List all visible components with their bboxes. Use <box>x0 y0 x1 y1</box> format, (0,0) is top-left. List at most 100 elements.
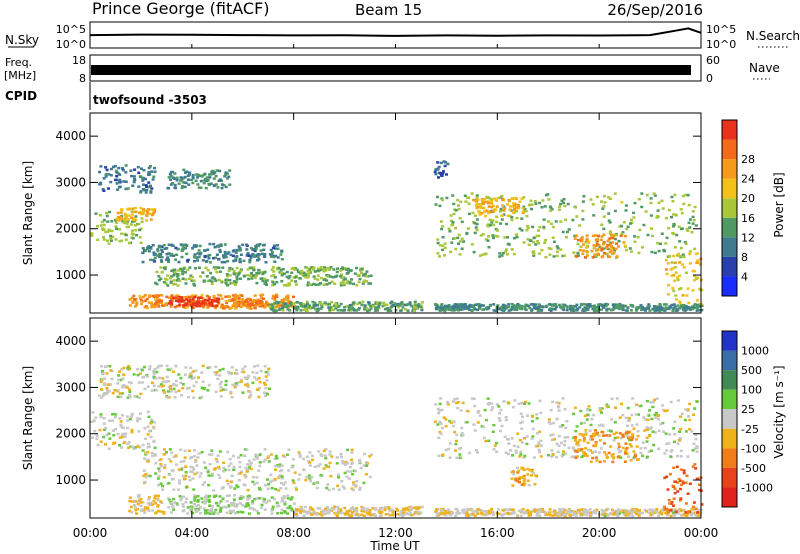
heatmap-cell-3 <box>213 183 217 187</box>
heatmap-cell-7 <box>207 297 211 300</box>
y-tick-label: 3000 <box>55 380 86 394</box>
heatmap-cell-0 <box>99 413 103 416</box>
heatmap-cell-0 <box>99 440 103 443</box>
heatmap-cell-3 <box>191 173 195 177</box>
heatmap-cell-4 <box>283 500 287 504</box>
heatmap-cell-11 <box>608 197 612 200</box>
heatmap-cell-7 <box>513 399 517 402</box>
heatmap-cell-6 <box>157 305 161 308</box>
heatmap-cell-10 <box>588 304 592 308</box>
heatmap-cell-0 <box>104 443 107 446</box>
heatmap-cell-8 <box>252 303 255 307</box>
heatmap-cell-10 <box>527 304 531 308</box>
heatmap-cell-3 <box>135 512 139 515</box>
heatmap-cell-8 <box>621 435 625 438</box>
heatmap-cell-2 <box>161 488 165 491</box>
heatmap-cell-2 <box>277 465 281 468</box>
heatmap-cell-2 <box>102 189 106 192</box>
heatmap-cell-11 <box>436 238 440 241</box>
heatmap-cell-1 <box>128 390 132 393</box>
heatmap-cell-7 <box>630 413 634 417</box>
heatmap-cell-10 <box>562 308 566 312</box>
heatmap-cell-3 <box>179 179 183 182</box>
heatmap-cell-4 <box>206 511 210 515</box>
heatmap-cell-4 <box>229 502 233 505</box>
heatmap-cell-9 <box>517 477 521 481</box>
heatmap-cell-7 <box>185 298 189 301</box>
heatmap-cell-6 <box>135 301 139 304</box>
heatmap-cell-11 <box>653 194 657 197</box>
heatmap-cell-6 <box>273 298 277 301</box>
freq-tick-top: 18 <box>72 54 86 67</box>
heatmap-cell-4 <box>186 259 190 262</box>
heatmap-cell-10 <box>694 467 698 470</box>
heatmap-cell-4 <box>234 505 238 508</box>
heatmap-cell-9 <box>522 468 526 472</box>
heatmap-cell-6 <box>632 509 636 512</box>
heatmap-cell-1 <box>126 396 130 399</box>
heatmap-cell-5 <box>350 278 353 281</box>
heatmap-cell-11 <box>688 226 692 229</box>
heatmap-cell-0 <box>132 216 136 220</box>
heatmap-cell-2 <box>207 483 211 487</box>
heatmap-cell-4 <box>256 244 260 247</box>
heatmap-cell-4 <box>244 505 248 508</box>
heatmap-cell-3 <box>208 176 212 179</box>
heatmap-cell-10 <box>692 304 696 307</box>
heatmap-cell-4 <box>211 505 214 508</box>
heatmap-cell-6 <box>606 507 610 511</box>
heatmap-cell-7 <box>557 434 561 438</box>
heatmap-cell-9 <box>311 306 315 309</box>
heatmap-cell-6 <box>540 510 543 513</box>
heatmap-cell-5 <box>405 512 408 515</box>
heatmap-cell-4 <box>254 246 258 250</box>
heatmap-cell-2 <box>157 474 161 478</box>
heatmap-cell-1 <box>264 394 267 398</box>
heatmap-cell-1 <box>127 388 131 391</box>
heatmap-cell-7 <box>552 421 556 425</box>
heatmap-cell-6 <box>233 296 237 299</box>
heatmap-cell-4 <box>247 254 251 257</box>
heatmap-cell-2 <box>109 180 113 184</box>
heatmap-cell-8 <box>251 300 255 303</box>
heatmap-cell-10 <box>635 309 638 312</box>
heatmap-cell-6 <box>673 514 676 517</box>
heatmap-cell-5 <box>170 275 174 278</box>
heatmap-cell-4 <box>224 506 228 509</box>
heatmap-cell-11 <box>608 230 612 233</box>
heatmap-cell-2 <box>283 481 287 484</box>
heatmap-cell-9 <box>282 304 286 308</box>
heatmap-cell-6 <box>581 508 585 511</box>
heatmap-cell-0 <box>118 228 122 231</box>
heatmap-cell-5 <box>194 267 197 270</box>
heatmap-cell-4 <box>272 255 276 259</box>
heatmap-cell-10 <box>683 309 687 312</box>
heatmap-cell-5 <box>290 271 294 274</box>
heatmap-cell-4 <box>248 496 252 500</box>
heatmap-cell-2 <box>193 472 197 476</box>
heatmap-cell-0 <box>149 422 153 425</box>
heatmap-cell-6 <box>527 511 531 514</box>
heatmap-cell-6 <box>517 509 521 513</box>
heatmap-cell-4 <box>264 261 268 264</box>
heatmap-cell-0 <box>138 417 142 421</box>
heatmap-cell-5 <box>239 277 242 280</box>
heatmap-cell-9 <box>414 306 418 309</box>
heatmap-cell-6 <box>483 510 486 513</box>
heatmap-cell-1 <box>152 370 156 373</box>
heatmap-cell-4 <box>193 253 197 256</box>
heatmap-cell-11 <box>464 200 468 203</box>
heatmap-cell-4 <box>207 509 211 513</box>
heatmap-cell-11 <box>602 247 606 250</box>
heatmap-cell-5 <box>378 514 382 517</box>
heatmap-cell-2 <box>157 469 161 473</box>
heatmap-cell-5 <box>214 279 218 282</box>
heatmap-cell-11 <box>510 218 514 222</box>
heatmap-cell-5 <box>181 277 185 280</box>
heatmap-cell-7 <box>614 406 617 409</box>
heatmap-cell-13 <box>609 243 612 246</box>
heatmap-cell-6 <box>549 513 553 517</box>
heatmap-cell-5 <box>217 278 221 282</box>
heatmap-cell-5 <box>295 512 298 516</box>
heatmap-cell-6 <box>624 514 628 517</box>
